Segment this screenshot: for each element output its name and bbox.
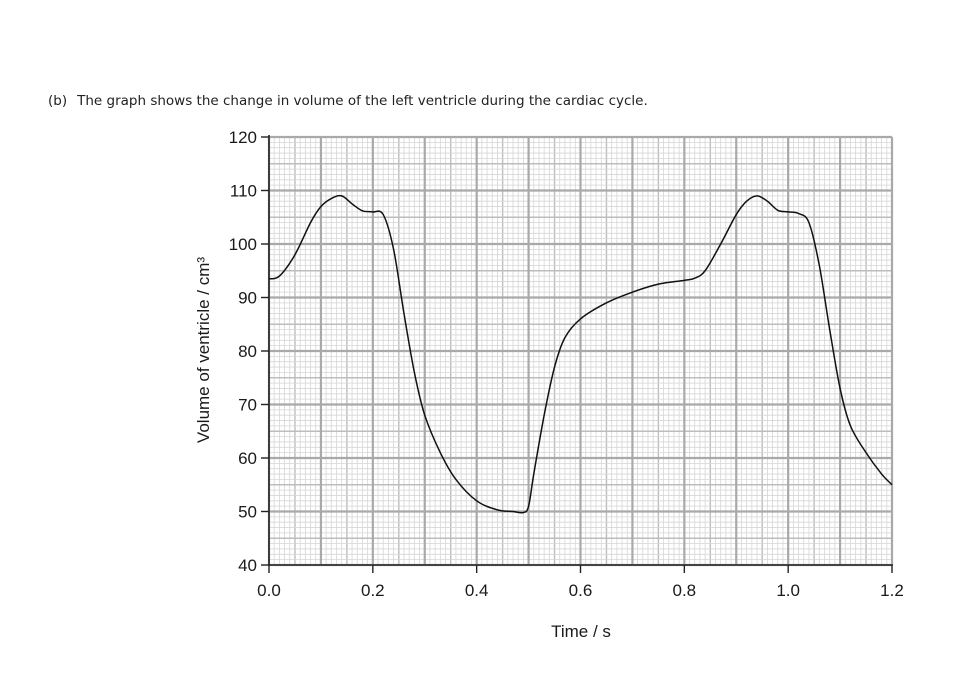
y-tick-label: 70 <box>238 396 257 415</box>
y-axis-label: Volume of ventricle / cm³ <box>194 257 213 443</box>
y-tick-label: 100 <box>229 235 257 254</box>
x-tick-label: 0.4 <box>465 581 489 600</box>
x-tick-label: 0.6 <box>569 581 593 600</box>
volume-series-line <box>268 194 893 514</box>
y-tick-label: 90 <box>238 289 257 308</box>
question-body: The graph shows the change in volume of … <box>77 93 648 109</box>
y-tick-label: 60 <box>238 449 257 468</box>
y-tick-label: 50 <box>238 503 257 522</box>
tick-labels: 40 50 60 70 80 90 100 110 120 0.0 0.2 0.4 0.6 0.8 1.0 1… <box>229 128 904 600</box>
x-tick-label: 0.2 <box>361 581 385 600</box>
question-text: (b) The graph shows the change in volume … <box>48 93 648 109</box>
x-tick-label: 0.8 <box>673 581 697 600</box>
y-tick-label: 110 <box>230 182 257 201</box>
data-series <box>268 194 893 514</box>
y-tick-label: 80 <box>238 342 257 361</box>
x-tick-label: 1.2 <box>880 581 904 600</box>
x-axis-label: Time / s <box>551 622 611 641</box>
y-tick-label: 40 <box>238 556 257 575</box>
question-number: (b) <box>48 93 68 109</box>
major-gridlines <box>267 135 894 567</box>
x-tick-label: 1.0 <box>776 581 800 600</box>
y-tick-label: 120 <box>229 128 257 147</box>
x-tick-label: 0.0 <box>257 581 281 600</box>
